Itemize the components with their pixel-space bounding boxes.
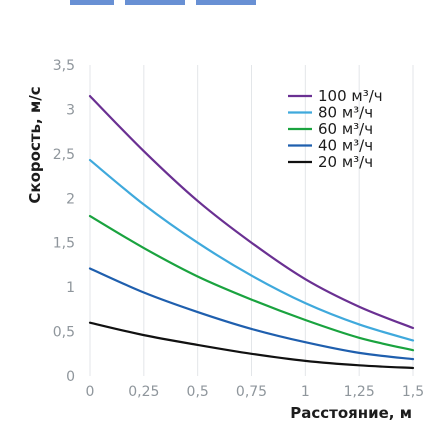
series-line-3 [88,267,415,361]
y-tick-label: 3 [66,102,75,118]
x-tick-label: 1,25 [344,384,375,400]
x-tick-label: 0,5 [187,384,209,400]
y-tick-label: 1 [66,280,75,296]
series-line-4 [88,321,415,370]
x-axis-title: Расстояние, м [290,404,412,422]
legend-label: 20 м³/ч [318,153,373,171]
legend: 100 м³/ч80 м³/ч60 м³/ч40 м³/ч20 м³/ч [288,87,383,171]
y-tick-label: 2 [66,191,75,207]
x-tick-label: 1 [301,384,310,400]
y-tick-label: 0,5 [53,325,75,341]
y-tick-label: 0 [66,369,75,385]
y-tick-label: 2,5 [53,147,75,163]
x-tick-label: 0,25 [128,384,159,400]
x-tick-label: 0 [86,384,95,400]
x-tick-labels: 0 0,25 0,5 0,75 1 1,25 1,5 [86,384,425,400]
legend-label: 40 м³/ч [318,137,373,155]
y-tick-label: 1,5 [53,236,75,252]
series-line-2 [88,214,415,352]
y-tick-label: 3,5 [53,58,75,74]
grid-lines [89,65,414,376]
x-tick-label: 1,5 [402,384,424,400]
x-tick-label: 0,75 [236,384,267,400]
y-axis-title: Скорость, м/с [26,86,44,203]
legend-label: 60 м³/ч [318,120,373,138]
y-tick-labels: 0 0,5 1 1,5 2 2,5 3 3,5 [53,58,75,385]
series-line-1 [88,158,415,342]
cropped-header [70,0,256,5]
legend-label: 100 м³/ч [318,87,383,105]
series-lines [88,95,415,370]
legend-label: 80 м³/ч [318,104,373,122]
series-line-0 [88,95,415,330]
